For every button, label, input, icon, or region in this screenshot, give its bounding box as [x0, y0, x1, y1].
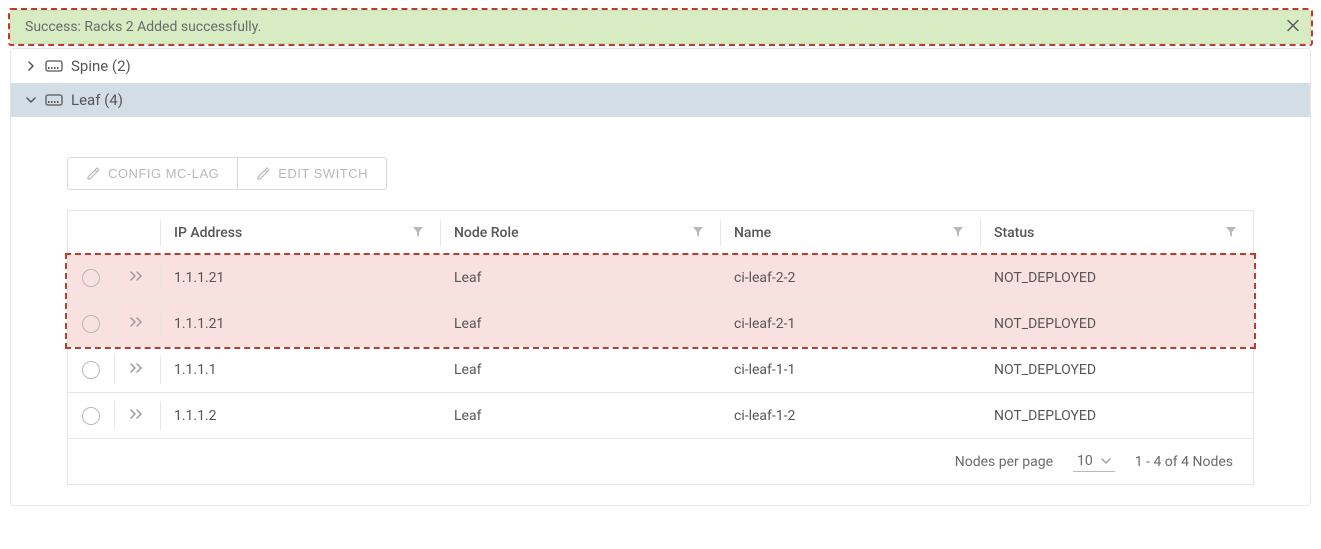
- cell-ip: 1.1.1.21: [174, 316, 224, 332]
- leaf-section-label: Leaf (4): [71, 91, 123, 109]
- cell-role: Leaf: [454, 316, 481, 332]
- device-icon: [45, 60, 63, 72]
- filter-icon[interactable]: [692, 226, 706, 240]
- cell-status: NOT_DEPLOYED: [994, 316, 1096, 332]
- table-header-row: IP Address Node Role: [68, 211, 1254, 255]
- filter-icon[interactable]: [952, 226, 966, 240]
- chevron-right-icon: [25, 57, 37, 75]
- cell-ip: 1.1.1.2: [174, 408, 217, 424]
- expand-row-icon[interactable]: [129, 362, 145, 378]
- page-size-value: 10: [1077, 453, 1093, 469]
- col-role-label: Node Role: [454, 225, 519, 241]
- edit-switch-button[interactable]: EDIT SWITCH: [237, 157, 387, 190]
- col-status-label: Status: [994, 225, 1034, 241]
- config-mclag-button[interactable]: CONFIG MC-LAG: [67, 157, 238, 190]
- filter-icon[interactable]: [412, 226, 426, 240]
- chevron-down-icon: [1101, 455, 1111, 468]
- cell-status: NOT_DEPLOYED: [994, 362, 1096, 378]
- pencil-icon: [256, 167, 270, 181]
- cell-role: Leaf: [454, 270, 481, 286]
- alert-highlight-outline: Success: Racks 2 Added successfully.: [10, 10, 1311, 44]
- pencil-icon: [86, 167, 100, 181]
- success-alert: Success: Racks 2 Added successfully.: [10, 10, 1311, 44]
- edit-switch-label: EDIT SWITCH: [278, 166, 368, 181]
- chevron-down-icon: [25, 91, 37, 109]
- filter-icon[interactable]: [1225, 226, 1239, 240]
- row-radio[interactable]: [82, 361, 100, 379]
- leaf-content: CONFIG MC-LAG EDIT SWITCH: [11, 117, 1310, 505]
- pager-label: Nodes per page: [955, 454, 1053, 470]
- spine-section-header[interactable]: Spine (2): [11, 49, 1310, 83]
- cell-role: Leaf: [454, 408, 481, 424]
- nodes-table: IP Address Node Role: [67, 210, 1254, 439]
- cell-name: ci-leaf-1-1: [734, 362, 795, 378]
- expand-row-icon[interactable]: [129, 316, 145, 332]
- row-radio[interactable]: [82, 315, 100, 333]
- device-icon: [45, 94, 63, 106]
- cell-name: ci-leaf-1-2: [734, 408, 795, 424]
- table-row: 1.1.1.1 Leaf ci-leaf-1-1 NOT_DEPLOYED: [68, 347, 1254, 393]
- col-ip-label: IP Address: [174, 225, 242, 241]
- table-row: 1.1.1.21 Leaf ci-leaf-2-2 NOT_DEPLOYED: [68, 255, 1254, 301]
- expand-row-icon[interactable]: [129, 270, 145, 286]
- config-mclag-label: CONFIG MC-LAG: [108, 166, 219, 181]
- col-ip[interactable]: IP Address: [160, 211, 440, 255]
- page-size-selector[interactable]: 10: [1073, 451, 1115, 472]
- col-status[interactable]: Status: [980, 211, 1254, 255]
- row-radio[interactable]: [82, 269, 100, 287]
- col-role[interactable]: Node Role: [440, 211, 720, 255]
- cell-name: ci-leaf-2-1: [734, 316, 795, 332]
- close-icon[interactable]: [1286, 18, 1300, 37]
- col-name-label: Name: [734, 225, 771, 241]
- row-radio[interactable]: [82, 407, 100, 425]
- col-expand: [114, 211, 160, 255]
- cell-ip: 1.1.1.21: [174, 270, 224, 286]
- toolbar: CONFIG MC-LAG EDIT SWITCH: [67, 157, 1254, 190]
- table-wrapper: IP Address Node Role: [67, 210, 1254, 439]
- col-select: [68, 211, 115, 255]
- leaf-section-header[interactable]: Leaf (4): [11, 83, 1310, 117]
- cell-status: NOT_DEPLOYED: [994, 270, 1096, 286]
- pager-range: 1 - 4 of 4 Nodes: [1135, 454, 1233, 470]
- main-panel: Spine (2) Leaf (4) CONFIG MC-LAG EDIT SW…: [10, 48, 1311, 506]
- cell-role: Leaf: [454, 362, 481, 378]
- cell-status: NOT_DEPLOYED: [994, 408, 1096, 424]
- table-row: 1.1.1.2 Leaf ci-leaf-1-2 NOT_DEPLOYED: [68, 393, 1254, 439]
- cell-name: ci-leaf-2-2: [734, 270, 795, 286]
- table-row: 1.1.1.21 Leaf ci-leaf-2-1 NOT_DEPLOYED: [68, 301, 1254, 347]
- cell-ip: 1.1.1.1: [174, 362, 217, 378]
- alert-text: Success: Racks 2 Added successfully.: [25, 19, 261, 35]
- pager: Nodes per page 10 1 - 4 of 4 Nodes: [67, 439, 1254, 485]
- expand-row-icon[interactable]: [129, 408, 145, 424]
- col-name[interactable]: Name: [720, 211, 980, 255]
- spine-section-label: Spine (2): [71, 57, 131, 75]
